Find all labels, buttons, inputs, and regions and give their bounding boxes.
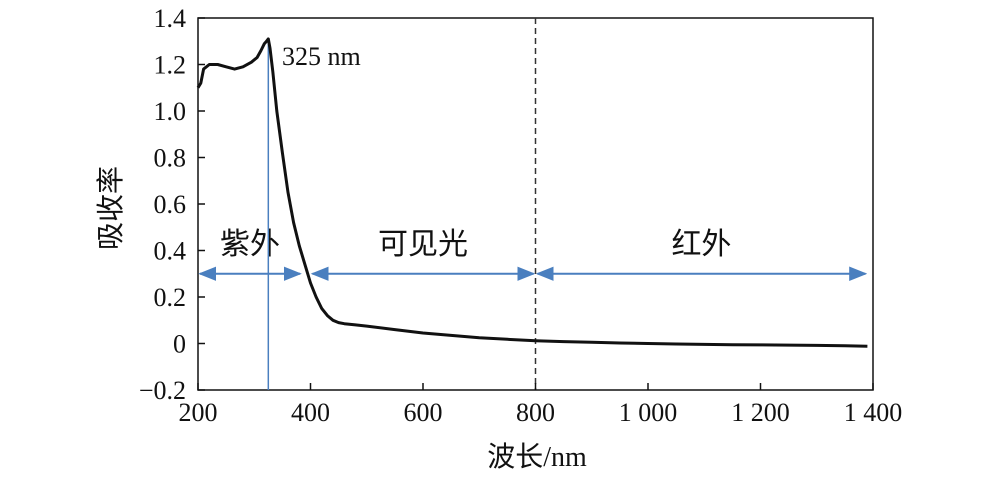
y-tick-label: 1.2: [154, 51, 187, 80]
x-tick-label: 1 200: [731, 398, 790, 427]
region-label: 红外: [671, 228, 731, 261]
ticks-layer: 200 400 600 800 1 000 1 200 1 400 −0.2 0 0.2 0.4 0.…: [139, 4, 902, 427]
y-tick-label: 0.4: [154, 237, 187, 266]
x-tick-label: 200: [179, 398, 218, 427]
y-tick-label: −0.2: [139, 376, 186, 405]
y-tick-label: 0.2: [154, 283, 187, 312]
x-tick-label: 800: [516, 398, 555, 427]
y-axis-title: 吸收率: [95, 166, 127, 250]
absorbance-curve: [196, 37, 868, 348]
x-tick-label: 600: [404, 398, 443, 427]
y-tick-label: 0: [173, 330, 186, 359]
x-tick-label: 1 000: [619, 398, 678, 427]
x-tick-label: 400: [291, 398, 330, 427]
y-tick-label: 0.8: [154, 144, 187, 173]
y-tick-label: 1.0: [154, 97, 187, 126]
curve-layer: [196, 18, 868, 390]
x-tick-label: 1 400: [844, 398, 903, 427]
y-tick-label: 1.4: [154, 4, 187, 33]
y-tick-label: 0.6: [154, 190, 187, 219]
x-axis-title: 波长/nm: [487, 441, 587, 473]
peak-annotation: 325 nm: [282, 42, 361, 71]
region-label: 紫外: [220, 228, 280, 261]
region-arrows: 紫外 可见光 红外: [198, 228, 868, 281]
region-label: 可见光: [378, 228, 468, 261]
